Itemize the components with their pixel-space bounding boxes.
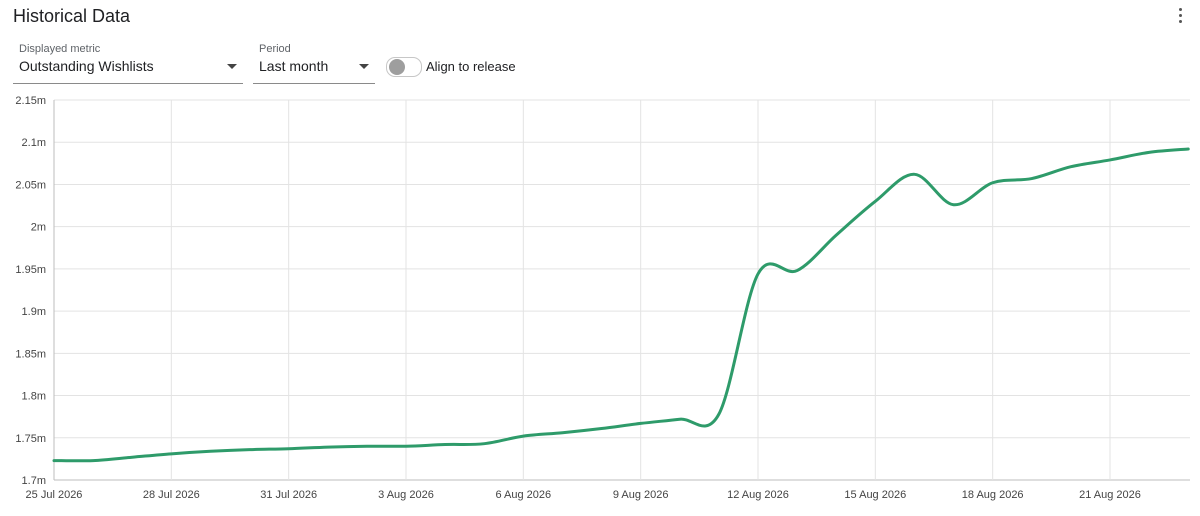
series-line-outstanding-wishlists — [52, 147, 1190, 463]
align-to-release-toggle[interactable] — [386, 56, 422, 77]
x-tick-label: 21 Aug 2026 — [1079, 489, 1141, 501]
period-select-value: Last month — [259, 58, 329, 74]
chevron-down-icon — [227, 64, 237, 69]
x-tick-label: 12 Aug 2026 — [727, 489, 789, 501]
metric-select[interactable]: Displayed metric Outstanding Wishlists — [13, 41, 243, 84]
more-vert-icon[interactable] — [1176, 8, 1184, 26]
y-tick-label: 2m — [31, 222, 46, 234]
x-tick-label: 31 Jul 2026 — [260, 489, 317, 501]
metric-select-value: Outstanding Wishlists — [19, 58, 154, 74]
x-tick-label: 9 Aug 2026 — [613, 489, 669, 501]
x-tick-label: 18 Aug 2026 — [962, 489, 1024, 501]
y-tick-label: 1.95m — [15, 264, 46, 276]
y-tick-label: 1.85m — [15, 348, 46, 360]
page-title: Historical Data — [13, 6, 131, 26]
x-tick-label: 3 Aug 2026 — [378, 489, 434, 501]
historical-line-chart: 1.7m 1.75m 1.8m 1.85m 1.9m 1.95m 2m 2.05m 2.1m 2.… — [15, 95, 1190, 501]
y-tick-label: 2.15m — [15, 95, 46, 107]
toggle-thumb — [389, 59, 405, 75]
y-tick-label: 2.1m — [22, 137, 46, 149]
chevron-down-icon — [359, 64, 369, 69]
period-select-label: Period — [259, 43, 291, 55]
x-tick-label: 6 Aug 2026 — [495, 489, 551, 501]
y-tick-label: 2.05m — [15, 179, 46, 191]
y-tick-label: 1.7m — [22, 475, 46, 487]
x-tick-label: 28 Jul 2026 — [143, 489, 200, 501]
y-tick-label: 1.9m — [22, 306, 46, 318]
x-tick-label: 25 Jul 2026 — [26, 489, 83, 501]
y-tick-label: 1.8m — [22, 391, 46, 403]
metric-select-label: Displayed metric — [19, 43, 101, 55]
period-select[interactable]: Period Last month — [253, 41, 375, 84]
y-tick-label: 1.75m — [15, 433, 46, 445]
align-to-release-label: Align to release — [426, 59, 516, 74]
x-tick-label: 15 Aug 2026 — [844, 489, 906, 501]
